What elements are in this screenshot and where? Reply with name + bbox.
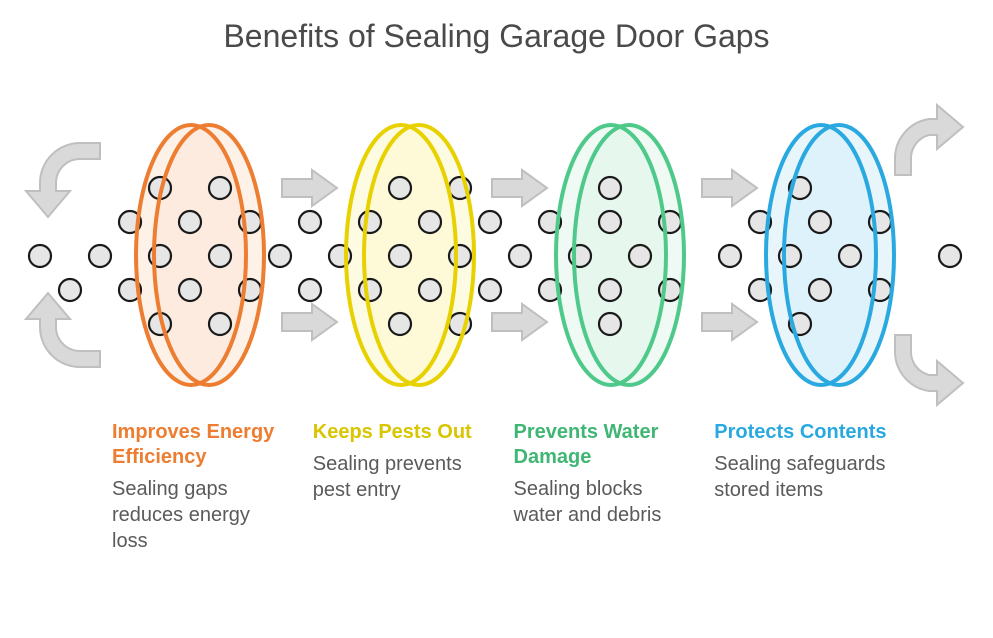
benefit-2: Prevents Water Damage Sealing blocks wate…: [502, 420, 703, 554]
benefit-desc: Sealing prevents pest entry: [313, 451, 490, 503]
benefit-title: Keeps Pests Out: [313, 420, 490, 445]
page-title: Benefits of Sealing Garage Door Gaps: [0, 0, 993, 55]
benefit-3: Protects Contents Sealing safeguards stor…: [702, 420, 903, 554]
benefit-desc: Sealing gaps reduces energy loss: [112, 476, 289, 554]
benefit-title: Prevents Water Damage: [514, 420, 691, 470]
flow-diagram: [0, 80, 993, 420]
benefit-desc: Sealing safeguards stored items: [714, 451, 891, 503]
benefits-row: Improves Energy Efficiency Sealing gaps r…: [0, 420, 993, 554]
benefit-title: Protects Contents: [714, 420, 891, 445]
benefit-0: Improves Energy Efficiency Sealing gaps r…: [100, 420, 301, 554]
benefit-desc: Sealing blocks water and debris: [514, 476, 691, 528]
benefit-1: Keeps Pests Out Sealing prevents pest ent…: [301, 420, 502, 554]
benefit-title: Improves Energy Efficiency: [112, 420, 289, 470]
